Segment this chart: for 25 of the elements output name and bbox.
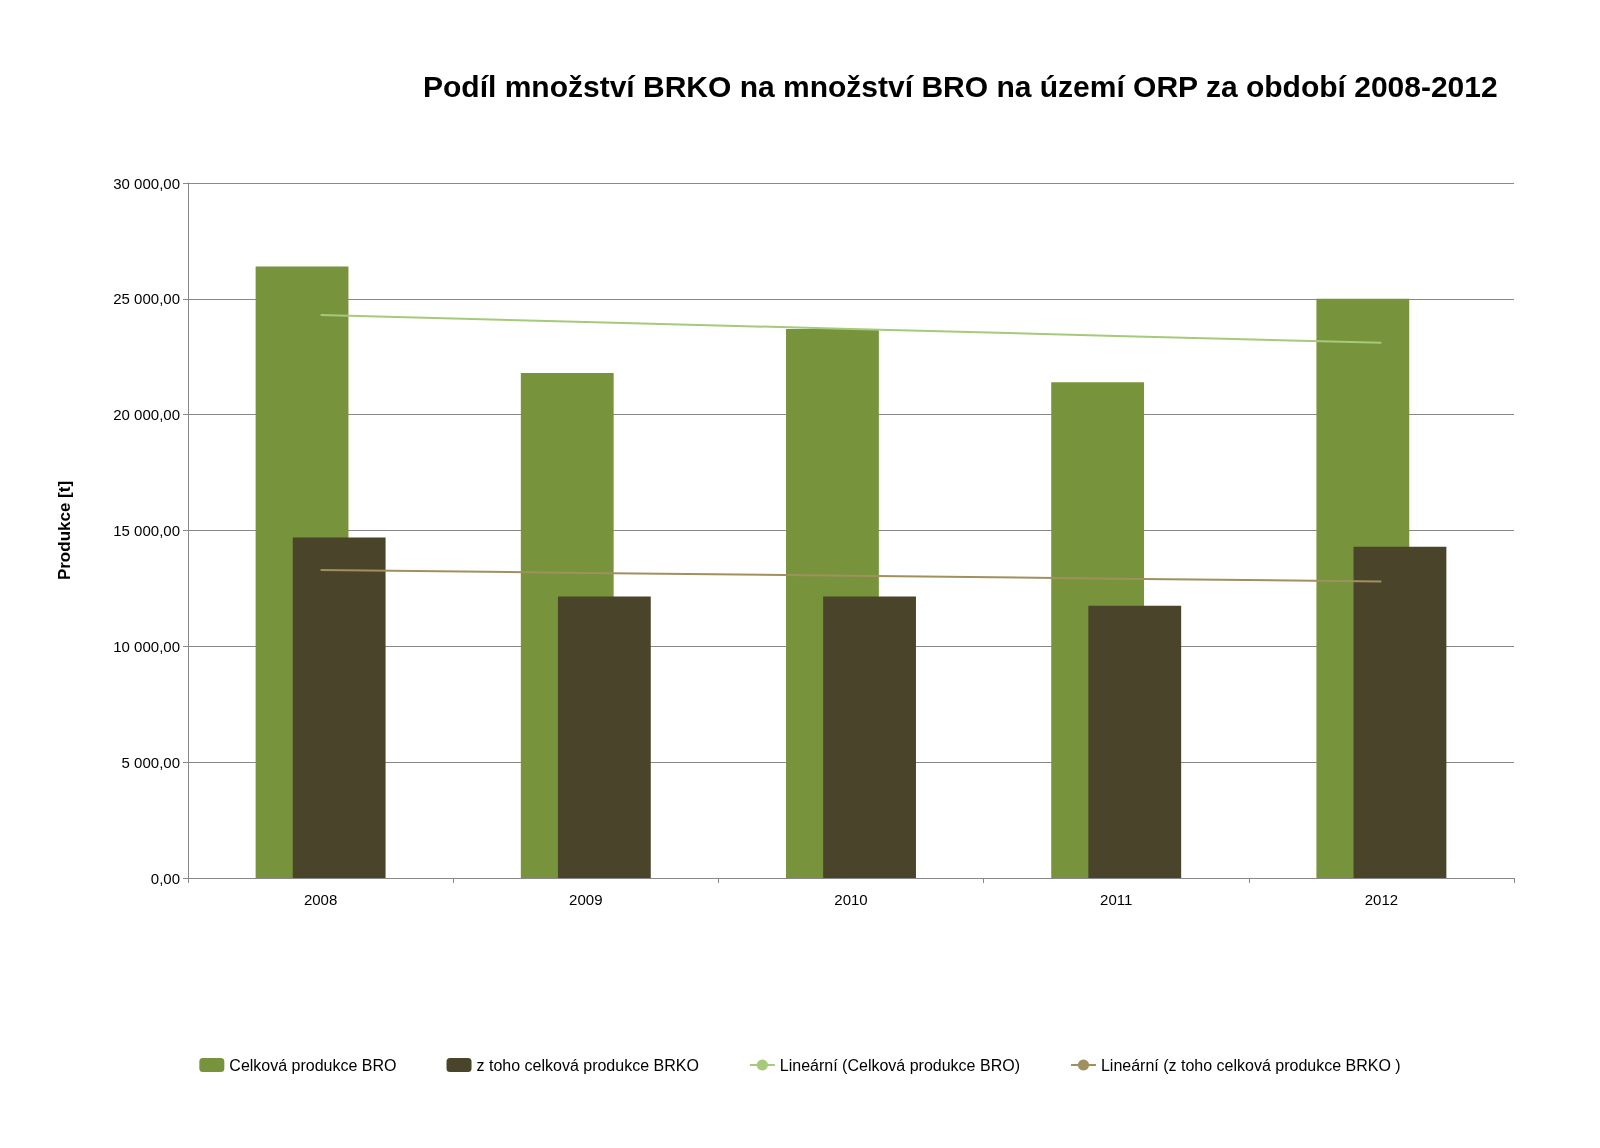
x-tick-label: 2010 — [834, 891, 868, 908]
y-tick-label: 0,00 — [150, 869, 180, 887]
x-tick-label: 2011 — [1100, 891, 1133, 908]
chart-title: Podíl množství BRKO na množství BRO na území ORP za období 2008-2012 — [423, 69, 1498, 103]
line-series — [319, 314, 1383, 344]
bar — [823, 596, 916, 878]
legend-label: Lineární (Celková produkce BRO) — [779, 1056, 1020, 1074]
legend-label: Lineární (z toho celková produkce BRKO ) — [1100, 1056, 1401, 1074]
x-tick-label: 2012 — [1364, 891, 1399, 908]
bar — [1088, 605, 1182, 878]
y-tick-label: 10 000,00 — [113, 637, 180, 655]
y-tick-label: 15 000,00 — [113, 522, 180, 539]
y-tick-label: 25 000,00 — [113, 290, 180, 308]
y-tick-label: 30 000,00 — [113, 174, 180, 192]
line-series — [319, 568, 1383, 583]
legend-label: Celková produkce BRO — [229, 1056, 397, 1074]
legend-label: z toho celková produkce BRKO — [476, 1056, 699, 1074]
x-tick-label: 2008 — [303, 891, 338, 908]
y-tick-label: 20 000,00 — [113, 406, 180, 424]
x-tick-label: 2009 — [569, 891, 603, 908]
y-axis-title: Produkce [t] — [55, 480, 74, 581]
bar — [292, 537, 386, 878]
bar — [1353, 546, 1447, 878]
y-tick-label: 5 000,00 — [121, 753, 180, 771]
bar — [557, 596, 651, 878]
